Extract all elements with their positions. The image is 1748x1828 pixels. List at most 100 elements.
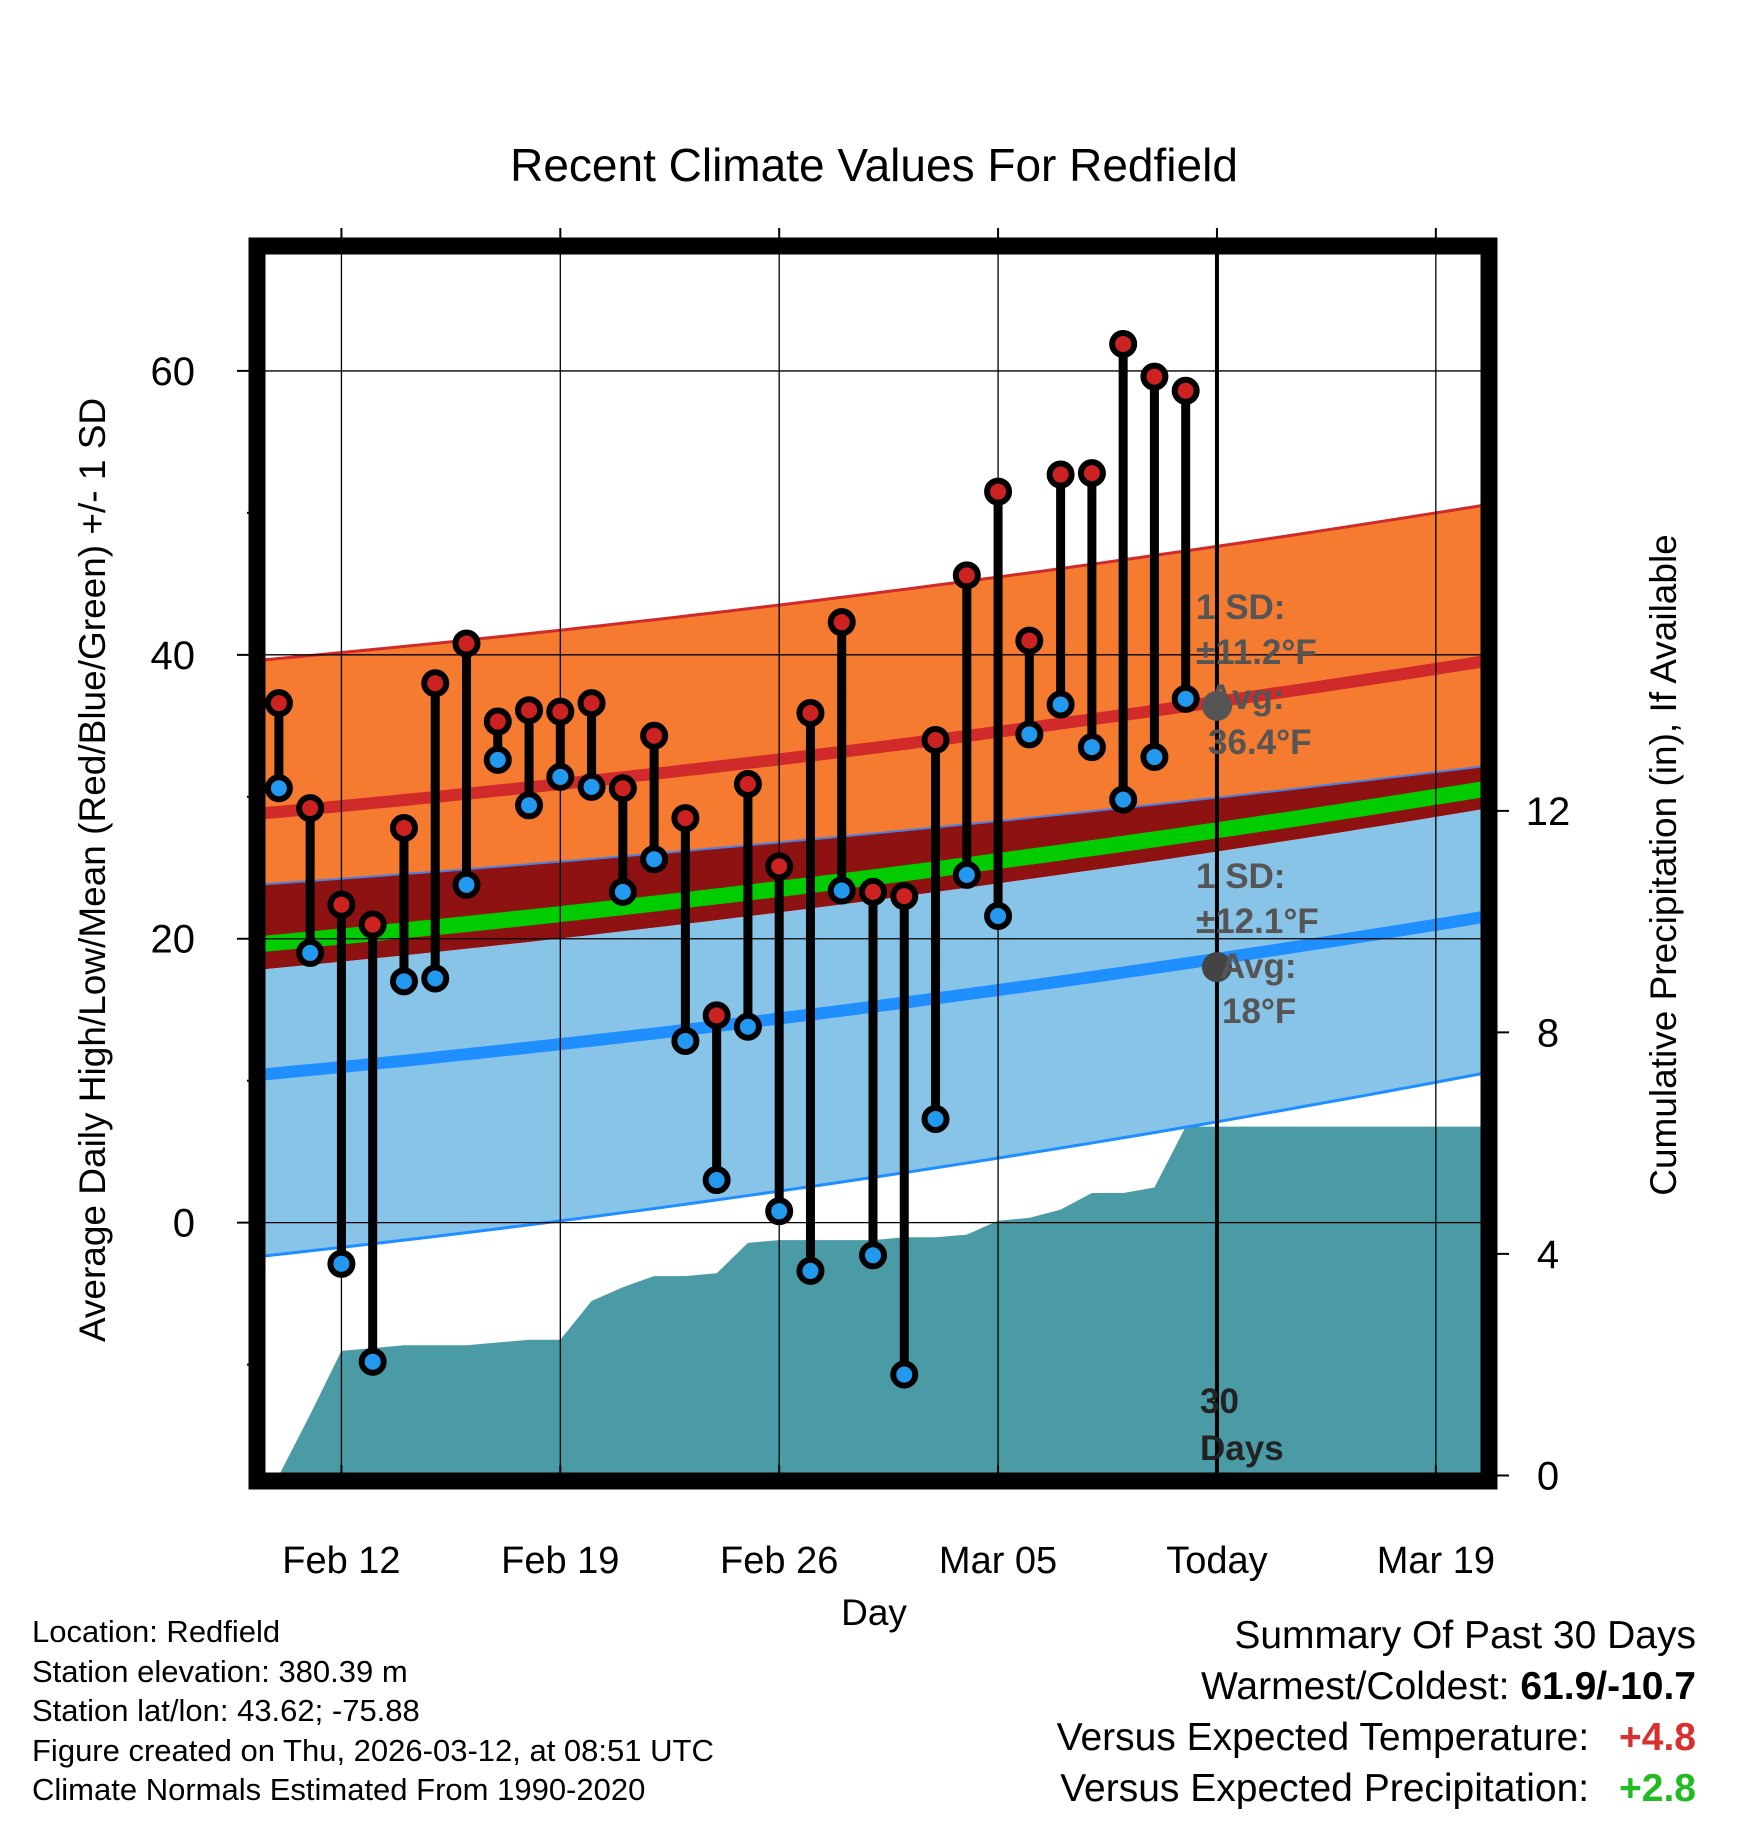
y2-tick-label: 8 [1537, 1011, 1559, 1055]
summary-panel: Summary Of Past 30 Days Warmest/Coldest:… [1057, 1610, 1696, 1814]
low-avg-label: Avg: [1220, 947, 1296, 986]
warm-cold-row: Warmest/Coldest: 61.9/-10.7 [1057, 1661, 1696, 1712]
low-sd-label: 1 SD: [1196, 857, 1285, 896]
daily-high-point [358, 910, 387, 939]
temp-row: Versus Expected Temperature: +4.8 [1057, 1712, 1696, 1763]
y2-tick-label: 12 [1526, 790, 1571, 834]
daily-high-point [1109, 329, 1138, 358]
daily-high-point [264, 689, 293, 718]
normal-mean-line [257, 780, 1489, 953]
daily-high-point [1171, 376, 1200, 405]
daily-high-point [577, 689, 606, 718]
daily-high-point [296, 794, 325, 823]
daily-low-point [483, 745, 512, 774]
temp-label: Versus Expected Temperature: [1056, 1716, 1590, 1759]
daily-low-point [358, 1347, 387, 1376]
daily-high-point [702, 1001, 731, 1030]
y2-tick-label: 4 [1537, 1233, 1559, 1277]
daily-high-point [483, 707, 512, 736]
daily-high-point [671, 804, 700, 833]
daily-high-point [1140, 362, 1169, 391]
daily-low-point [859, 1241, 887, 1270]
daily-high-point [640, 721, 669, 750]
daily-high-point [608, 774, 637, 803]
daily-low-point [952, 860, 981, 889]
latlon-text: Station lat/lon: 43.62; -75.88 [32, 1693, 420, 1728]
x-tick-label: Mar 05 [939, 1540, 1057, 1582]
y2-tick-label: 0 [1537, 1454, 1559, 1498]
daily-low-point [577, 772, 606, 801]
daily-high-point [1046, 460, 1075, 489]
precip-row: Versus Expected Precipitation: +2.8 [1057, 1763, 1696, 1814]
daily-high-point [1077, 459, 1106, 488]
x-tick-label: Feb 19 [501, 1540, 619, 1582]
daily-low-point [890, 1360, 919, 1389]
daily-low-point [608, 877, 637, 906]
high-sd-value: ±11.2°F [1196, 633, 1317, 672]
low-avg-value: 18°F [1222, 992, 1296, 1031]
daily-low-point [452, 870, 481, 899]
station-info: Location: Redfield Station elevation: 38… [32, 1612, 714, 1810]
warm-cold-value: 61.9/-10.7 [1520, 1665, 1696, 1708]
location-text: Location: Redfield [32, 1614, 281, 1649]
daily-high-point [515, 696, 544, 725]
daily-low-point [671, 1026, 700, 1055]
daily-low-point [327, 1249, 356, 1278]
daily-low-point [515, 791, 544, 820]
daily-high-point [452, 629, 481, 658]
daily-high-point [1015, 626, 1044, 655]
daily-low-point [389, 967, 418, 996]
daily-high-point [859, 877, 887, 906]
high-avg-marker [1201, 690, 1232, 721]
daily-high-point [952, 561, 981, 590]
daily-low-point [733, 1012, 762, 1041]
summary-title: Summary Of Past 30 Days [1234, 1614, 1696, 1657]
daily-high-point [389, 814, 418, 843]
low-avg-marker [1201, 952, 1232, 983]
annotations: 1 SD: ±11.2°F Avg: 36.4°F 1 SD: ±12.1°F … [1196, 588, 1319, 1468]
temp-value: +4.8 [1619, 1716, 1696, 1759]
daily-low-point [796, 1256, 825, 1285]
x-tick-label: Mar 19 [1377, 1540, 1495, 1582]
daily-low-point [546, 762, 575, 791]
daily-low-point [984, 902, 1013, 931]
x-tick-label: Feb 26 [720, 1540, 838, 1582]
daily-high-point [733, 770, 762, 799]
daily-low-point [765, 1197, 794, 1226]
y-axis-label: Average Daily High/Low/Mean (Red/Blue/Gr… [72, 398, 113, 1342]
created-text: Figure created on Thu, 2026-03-12, at 08… [32, 1732, 714, 1768]
x-axis-label: Day [841, 1592, 907, 1633]
daily-high-point [827, 608, 856, 637]
normals-text: Climate Normals Estimated From 1990-2020 [32, 1772, 646, 1807]
daily-low-point [1077, 733, 1106, 762]
plot-frame [248, 237, 1498, 1490]
daily-low-points [264, 684, 1200, 1389]
daily-high-point [765, 852, 794, 881]
y-tick-label: 60 [151, 350, 196, 394]
daily-low-point [1015, 720, 1044, 749]
elevation-text: Station elevation: 380.39 m [32, 1653, 408, 1689]
daily-high-point [984, 477, 1013, 506]
x-tick-label: Today [1166, 1540, 1267, 1582]
high-avg-label: Avg: [1208, 678, 1284, 717]
daily-low-point [640, 845, 669, 874]
daily-high-point [546, 697, 575, 726]
x-tick-label: Feb 12 [282, 1540, 400, 1582]
daily-low-point [421, 964, 450, 993]
daily-high-point [421, 669, 450, 698]
precip-value: +2.8 [1619, 1767, 1696, 1810]
daily-low-point [1046, 690, 1075, 719]
precip-label: Versus Expected Precipitation: [1060, 1767, 1590, 1810]
daily-high-point [921, 726, 950, 754]
daily-low-point [702, 1166, 731, 1195]
daily-high-point [796, 699, 825, 728]
axes: Feb 12 Feb 19 Feb 26 Mar 05 Today Mar 1902040… [151, 228, 1571, 1582]
high-sd-label: 1 SD: [1196, 588, 1285, 627]
daily-low-point [921, 1105, 950, 1134]
y-tick-label: 0 [173, 1202, 195, 1246]
daily-range-bars [274, 343, 1191, 1375]
window-label-days: Days [1200, 1429, 1284, 1468]
y-tick-label: 20 [151, 918, 196, 962]
daily-low-point [1140, 743, 1169, 772]
